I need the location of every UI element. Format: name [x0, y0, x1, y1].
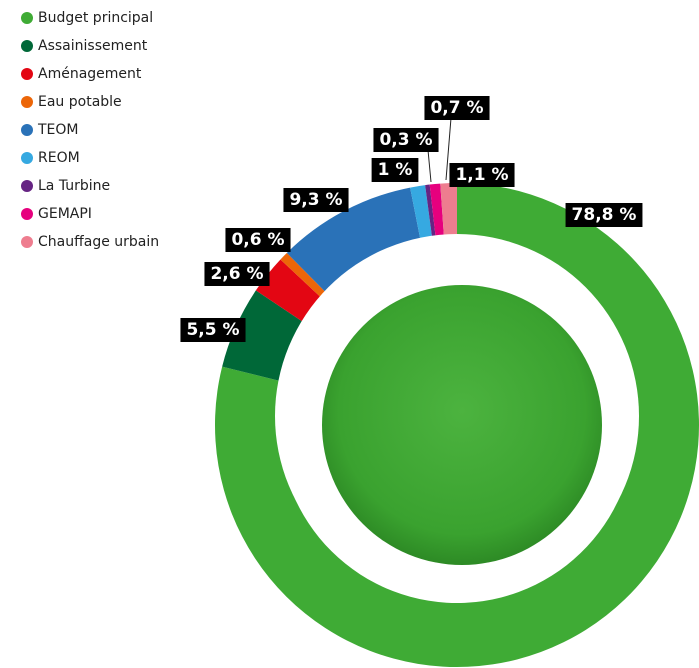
value-label: 0,6 %	[231, 230, 284, 250]
legend-dot	[21, 96, 33, 108]
value-label-box	[424, 96, 490, 120]
segment	[410, 185, 434, 251]
legend-label: Chauffage urbain	[38, 234, 159, 250]
value-label-box	[371, 158, 419, 182]
legend-dot	[21, 152, 33, 164]
value-label-box	[204, 262, 270, 286]
legend-label: Aménagement	[38, 66, 142, 82]
segment	[425, 184, 437, 249]
legend-label: Assainissement	[38, 38, 148, 54]
legend-dot	[21, 208, 33, 220]
value-label: 1,1 %	[455, 165, 508, 185]
segment	[440, 183, 457, 248]
leader-line	[427, 149, 432, 183]
value-label-box	[180, 318, 246, 342]
value-label: 5,5 %	[186, 320, 239, 340]
value-labels: 78,8 % 5,5 % 2,6 % 0,6 %9,3 % 1 % 0,3 % 0,7 % 1…	[180, 96, 643, 342]
legend-dot	[21, 124, 33, 136]
legend-dot	[21, 40, 33, 52]
legend-label: La Turbine	[38, 178, 110, 194]
segment	[255, 259, 328, 327]
value-label-box	[565, 203, 643, 227]
segment	[286, 187, 423, 299]
segments	[214, 183, 699, 667]
value-label-box	[225, 228, 291, 252]
value-label: 9,3 %	[289, 190, 342, 210]
legend-dot	[21, 236, 33, 248]
segment	[429, 183, 445, 249]
legend: Budget principal Assainissement Aménagemen…	[21, 10, 159, 250]
value-label: 2,6 %	[210, 264, 263, 284]
segment	[280, 252, 332, 304]
legend-label: Budget principal	[38, 10, 153, 26]
legend-dot	[21, 180, 33, 192]
value-label: 78,8 %	[572, 205, 637, 225]
value-label: 1 %	[378, 160, 413, 180]
value-label-box	[283, 188, 349, 212]
value-label-box	[449, 163, 515, 187]
legend-label: TEOM	[37, 122, 79, 138]
value-label: 0,7 %	[430, 98, 483, 118]
value-label: 0,3 %	[379, 130, 432, 150]
leader-line	[445, 117, 452, 181]
legend-label: Eau potable	[38, 94, 122, 110]
center-disk	[322, 285, 602, 565]
legend-dot	[21, 12, 33, 24]
legend-label: GEMAPI	[38, 206, 92, 222]
value-label-box	[373, 128, 439, 152]
legend-dot	[21, 68, 33, 80]
legend-label: REOM	[38, 150, 80, 166]
